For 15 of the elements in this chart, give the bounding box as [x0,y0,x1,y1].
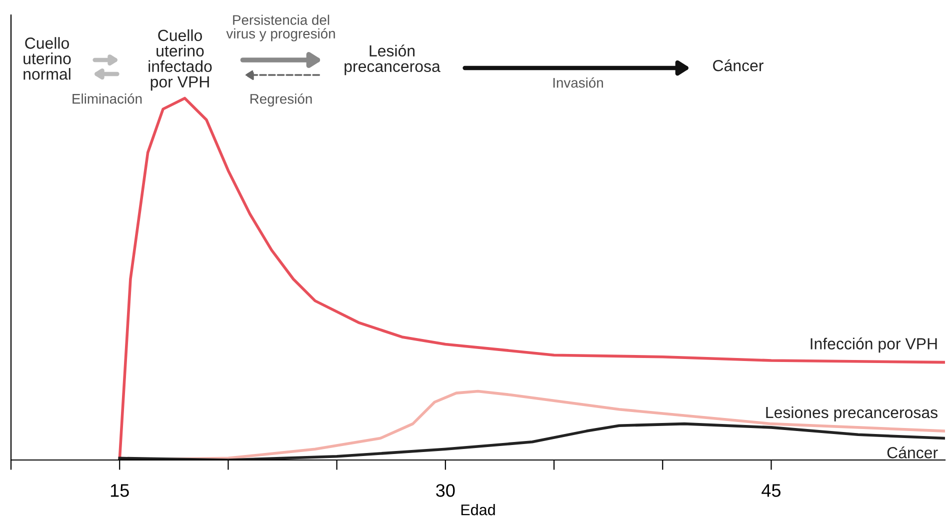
series-label: Infección por VPH [810,338,937,353]
annotation: Regresión [250,93,312,107]
x-tick-label: 15 [110,484,129,497]
x-tick-label: 30 [436,484,455,497]
text: Cuello uterino infectado por VPH [148,29,212,91]
x-tick-label: 45 [762,484,781,497]
text: Cáncer [713,59,764,72]
series-label: Lesiones precancerosas [766,406,938,422]
series-label: Cáncer [887,446,938,458]
text: Invasión [553,77,603,88]
text: Persistencia del virus y progresión [226,14,335,42]
text: Cuello uterino normal [24,37,71,80]
x-axis-title: Edad [461,504,495,516]
annotation: Eliminación [72,93,142,104]
text: Lesión precancerosa [344,44,440,76]
